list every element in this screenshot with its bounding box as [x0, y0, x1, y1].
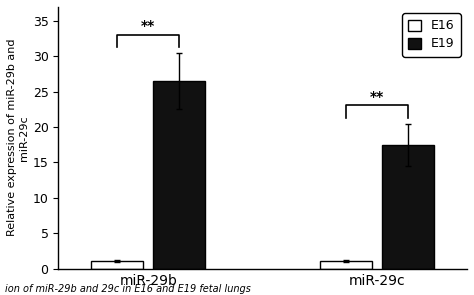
Bar	[320, 261, 372, 268]
Y-axis label: Relative expression of miR-29b and
miR-29c: Relative expression of miR-29b and miR-2…	[7, 39, 28, 237]
Text: **: **	[141, 19, 155, 33]
Bar	[382, 145, 434, 268]
Bar	[91, 261, 143, 268]
Bar	[153, 81, 205, 268]
Text: **: **	[370, 90, 384, 104]
Text: ion of miR-29b and 29c in E16 and E19 fetal lungs: ion of miR-29b and 29c in E16 and E19 fe…	[5, 283, 251, 294]
Legend: E16, E19: E16, E19	[402, 13, 461, 57]
